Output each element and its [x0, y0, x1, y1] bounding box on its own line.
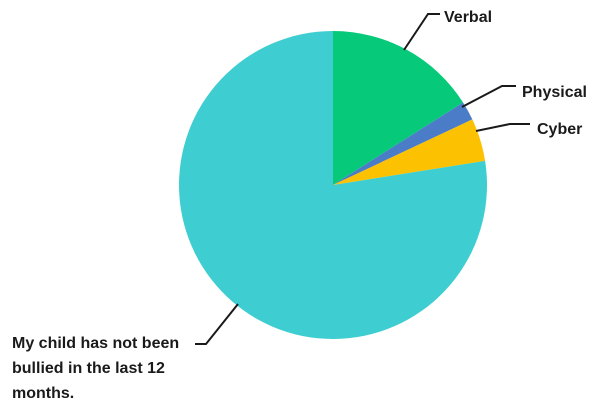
leader-line-verbal [403, 13, 440, 51]
pie-slice-physical [333, 102, 473, 185]
slice-label-my-child-has: My child has not been bullied in the last… [12, 335, 179, 402]
pie-slices [179, 31, 488, 339]
slice-label-physical: Physical [522, 84, 587, 101]
leader-line-my-child-has [195, 303, 239, 345]
leader-lines [195, 13, 530, 345]
pie-slice-my-child-has [179, 31, 488, 339]
slice-labels: Verbal Physical Cyber My child has not been… [12, 9, 587, 402]
leader-line-cyber [475, 123, 530, 132]
pie-slice-verbal [333, 31, 464, 185]
pie-slice-cyber [333, 119, 486, 185]
slice-label-verbal: Verbal [444, 9, 492, 26]
slice-label-cyber: Cyber [537, 121, 582, 138]
leader-line-physical [461, 85, 516, 108]
